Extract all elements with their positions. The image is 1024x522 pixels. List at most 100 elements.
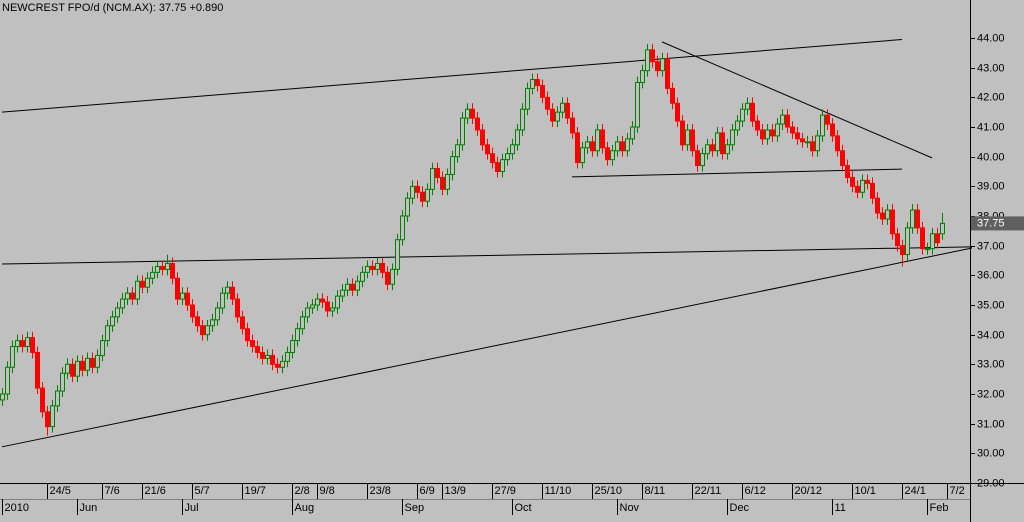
candle-body: [665, 58, 670, 89]
candle-body: [895, 233, 900, 247]
candle-body: [40, 387, 45, 413]
candle-body: [685, 129, 690, 146]
candle-body: [60, 372, 65, 392]
candle-body: [295, 328, 300, 342]
candle-body: [845, 165, 850, 178]
candle-body: [900, 245, 905, 256]
candle-body: [350, 283, 355, 291]
x-tick-label: 6/12: [745, 485, 766, 497]
y-tick-label: 35.00: [977, 299, 1005, 311]
candle-body: [225, 286, 230, 294]
candle-body: [840, 150, 845, 167]
candle-body: [790, 126, 795, 134]
candle-body: [345, 283, 350, 291]
candle-body: [370, 265, 375, 270]
candle-body: [55, 390, 60, 407]
candle-body: [190, 304, 195, 318]
candle-body: [785, 114, 790, 128]
candle-body: [565, 102, 570, 119]
candle-body: [0, 393, 5, 401]
last-price-box: [971, 216, 1024, 231]
candle-body: [310, 304, 315, 309]
candle-body: [645, 49, 650, 72]
candle-body: [835, 135, 840, 152]
candle-body: [775, 123, 780, 137]
candle-body: [910, 209, 915, 229]
candle-body: [470, 108, 475, 119]
candle-body: [430, 168, 435, 190]
candle-body: [455, 144, 460, 158]
candle-body: [830, 123, 835, 137]
candle-body: [195, 316, 200, 327]
candle-body: [885, 209, 890, 220]
candle-body: [710, 144, 715, 152]
candle-body: [585, 141, 590, 149]
month-label: Aug: [295, 502, 315, 514]
candle-body: [815, 135, 820, 152]
candle-body: [860, 179, 865, 193]
candle-body: [320, 298, 325, 303]
trendline: [1, 38, 903, 113]
candle-body: [155, 265, 160, 273]
candle-body: [45, 411, 50, 428]
last-price-label: 37.75: [977, 217, 1005, 229]
candle-body: [640, 70, 645, 83]
candle-body: [825, 114, 830, 125]
candle-body: [135, 280, 140, 300]
candle-body: [300, 316, 305, 330]
candle-body: [265, 354, 270, 359]
candle-body: [365, 265, 370, 273]
x-tick-label: 7/6: [105, 485, 120, 497]
candle-body: [730, 129, 735, 146]
candle-body: [355, 280, 360, 291]
candle-body: [165, 262, 170, 270]
candle-body: [850, 176, 855, 187]
candle-body: [405, 197, 410, 217]
month-label: 11: [835, 502, 846, 514]
candle-body: [160, 265, 165, 270]
candle-body: [805, 141, 810, 144]
trendline: [1, 247, 973, 448]
candle-body: [110, 316, 115, 327]
candle-body: [870, 182, 875, 199]
candle-body: [220, 292, 225, 309]
candle-body: [380, 262, 385, 273]
candle-body: [655, 61, 660, 72]
candle-body: [5, 366, 10, 395]
candle-body: [80, 360, 85, 371]
candle-body: [215, 307, 220, 321]
candle-body: [425, 188, 430, 202]
candle-body: [865, 179, 870, 184]
candle-body: [720, 132, 725, 155]
candle-body: [445, 173, 450, 190]
candle-body: [515, 129, 520, 146]
candle-body: [325, 301, 330, 312]
candle-body: [210, 319, 215, 327]
candle-body: [100, 340, 105, 356]
candle-body: [480, 129, 485, 146]
candle-body: [675, 102, 680, 122]
x-tick-label: 13/9: [445, 485, 466, 497]
candle-body: [920, 227, 925, 250]
candle-body: [335, 295, 340, 309]
chart-title: NEWCREST FPO/d (NCM.AX): 37.75 +0.890: [2, 2, 223, 14]
candle-body: [465, 108, 470, 119]
candle-body: [175, 277, 180, 300]
candle-body: [535, 79, 540, 86]
candle-body: [95, 354, 100, 368]
candle-body: [185, 292, 190, 306]
y-tick-label: 37.00: [977, 240, 1005, 252]
candle-body: [125, 292, 130, 300]
candle-body: [795, 132, 800, 140]
candle-body: [820, 114, 825, 137]
candle-body: [90, 357, 95, 368]
candle-body: [750, 102, 755, 122]
candle-body: [410, 185, 415, 199]
y-tick-label: 32.00: [977, 388, 1005, 400]
candle-body: [230, 286, 235, 300]
candle-body: [570, 117, 575, 134]
candle-body: [65, 363, 70, 374]
candle-body: [75, 360, 80, 377]
y-tick-label: 31.00: [977, 418, 1005, 430]
